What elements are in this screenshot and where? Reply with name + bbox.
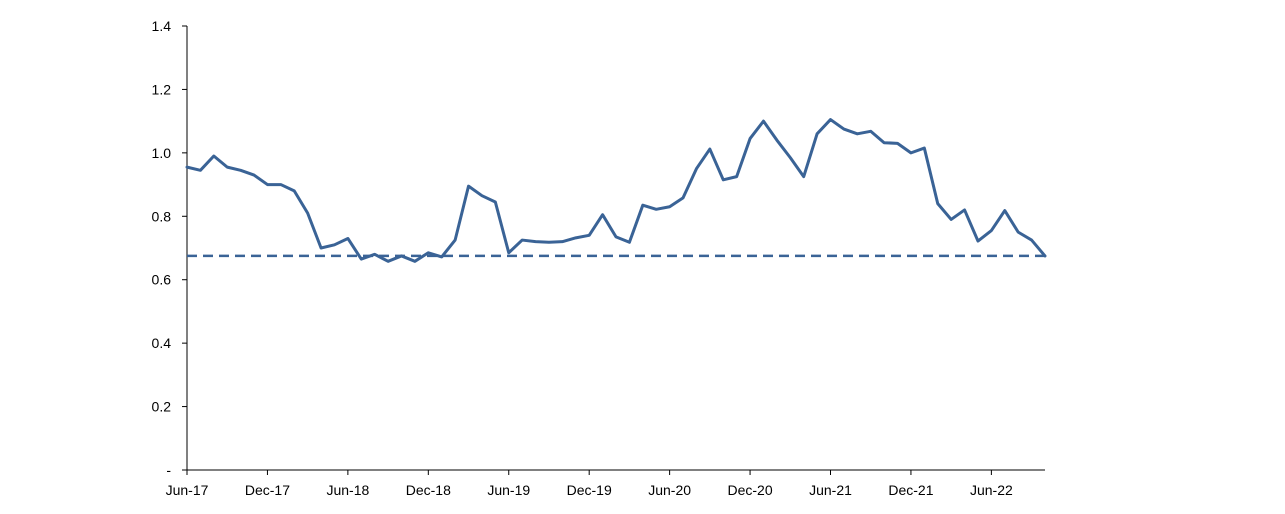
x-axis: Jun-17 Dec-17 Jun-18 Dec-18 Jun-19 Dec-19 Jun-… <box>166 469 1045 498</box>
data-point <box>682 196 685 199</box>
data-point <box>695 167 698 170</box>
x-tick-label: Dec-18 <box>406 482 451 498</box>
data-point <box>253 174 256 177</box>
y-tick-label: - <box>166 462 171 478</box>
y-tick-label: 0.8 <box>152 208 172 224</box>
data-point <box>333 243 336 246</box>
y-tick-label: 1.4 <box>152 18 172 34</box>
data-point <box>226 166 229 169</box>
data-point <box>494 201 497 204</box>
x-tick-label: Jun-21 <box>809 482 852 498</box>
data-point <box>387 260 390 263</box>
data-point <box>641 204 644 207</box>
x-tick-label: Jun-20 <box>648 482 691 498</box>
data-point <box>936 202 939 205</box>
x-tick-label: Dec-21 <box>888 482 933 498</box>
data-point <box>775 139 778 142</box>
data-point <box>615 235 618 238</box>
series-line <box>185 118 1047 263</box>
data-point <box>842 128 845 131</box>
data-point <box>574 236 577 239</box>
data-point <box>440 255 443 258</box>
series-layer <box>185 118 1047 263</box>
data-point <box>869 130 872 133</box>
data-point <box>950 218 953 221</box>
data-point <box>534 240 537 243</box>
data-point <box>816 132 819 135</box>
x-tick-label: Jun-17 <box>166 482 209 498</box>
data-point <box>749 137 752 140</box>
data-point <box>480 194 483 197</box>
data-point <box>186 166 189 169</box>
data-point <box>521 239 524 242</box>
data-point <box>802 175 805 178</box>
data-point <box>923 147 926 150</box>
data-point <box>1044 254 1047 257</box>
data-point <box>708 148 711 151</box>
data-point <box>400 254 403 257</box>
data-point <box>722 178 725 181</box>
data-point <box>199 169 202 172</box>
data-point <box>427 251 430 254</box>
x-tick-label: Jun-19 <box>487 482 530 498</box>
x-tick-label: Jun-18 <box>326 482 369 498</box>
data-point <box>306 212 309 215</box>
data-point <box>883 141 886 144</box>
data-point <box>628 241 631 244</box>
x-tick-label: Dec-19 <box>567 482 612 498</box>
data-point <box>373 253 376 256</box>
data-point <box>588 234 591 237</box>
data-point <box>279 183 282 186</box>
data-point <box>1003 209 1006 212</box>
y-tick-label: 0.6 <box>152 272 172 288</box>
data-point <box>963 208 966 211</box>
data-point <box>976 240 979 243</box>
data-point <box>454 239 457 242</box>
data-point <box>789 156 792 159</box>
data-point <box>212 155 215 158</box>
data-point <box>829 118 832 121</box>
data-point <box>547 241 550 244</box>
data-point <box>601 213 604 216</box>
y-tick-label: 0.2 <box>152 399 172 415</box>
data-point <box>655 208 658 211</box>
data-point <box>762 120 765 123</box>
x-tick-label: Dec-17 <box>245 482 290 498</box>
x-tick-label: Dec-20 <box>727 482 772 498</box>
y-axis: - 0.2 0.4 0.6 0.8 1.0 1.2 1.4 <box>152 18 188 478</box>
y-tick-label: 1.0 <box>152 145 172 161</box>
data-point <box>266 183 269 186</box>
data-point <box>1030 239 1033 242</box>
data-point <box>856 132 859 135</box>
x-tick-label: Jun-22 <box>970 482 1013 498</box>
data-point <box>360 258 363 261</box>
data-point <box>346 237 349 240</box>
data-point <box>293 189 296 192</box>
data-point <box>735 175 738 178</box>
data-point <box>561 240 564 243</box>
data-point <box>1017 231 1020 234</box>
data-point <box>668 205 671 208</box>
data-point <box>239 169 242 172</box>
data-point <box>320 247 323 250</box>
data-point <box>413 260 416 263</box>
y-tick-label: 0.4 <box>152 335 172 351</box>
y-tick-label: 1.2 <box>152 81 172 97</box>
data-point <box>909 151 912 154</box>
data-point <box>896 142 899 145</box>
data-point <box>467 185 470 188</box>
data-point <box>507 251 510 254</box>
data-point <box>990 229 993 232</box>
